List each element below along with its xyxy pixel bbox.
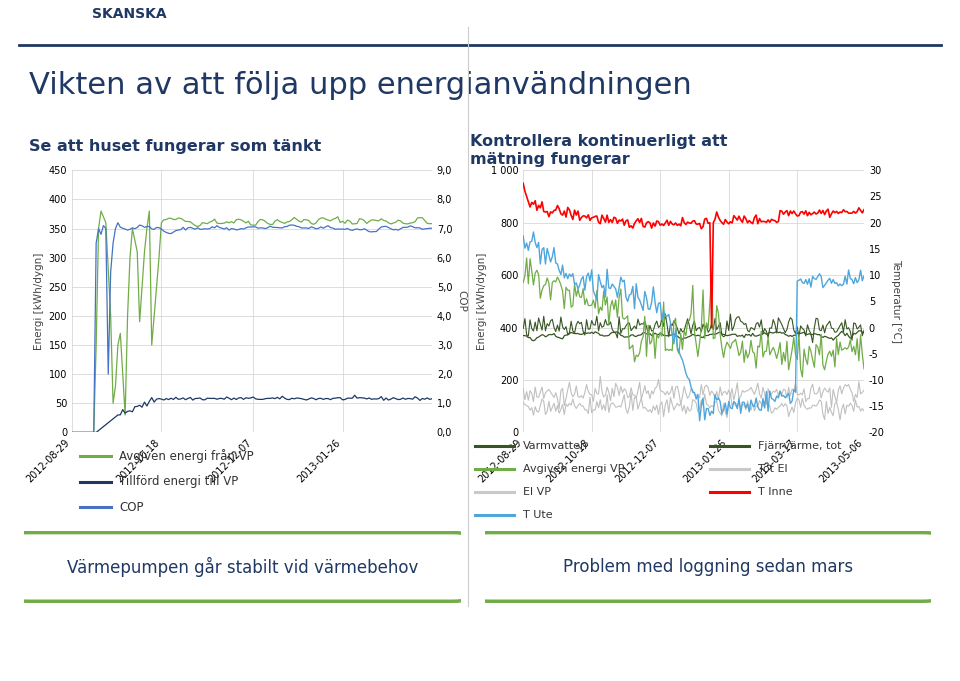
Text: Värmepumpen går stabilt vid värmebehov: Värmepumpen går stabilt vid värmebehov bbox=[66, 557, 419, 577]
Text: Publik information: Publik information bbox=[411, 637, 549, 653]
FancyBboxPatch shape bbox=[15, 533, 466, 601]
Text: Kontrollera kontinuerligt att
mätning fungerar: Kontrollera kontinuerligt att mätning fu… bbox=[470, 133, 728, 168]
Text: T Ute: T Ute bbox=[523, 510, 553, 520]
Text: El VP: El VP bbox=[523, 487, 551, 497]
Y-axis label: COP: COP bbox=[456, 290, 467, 313]
Text: SKANSKA: SKANSKA bbox=[92, 7, 167, 21]
Text: Fjärrvärme, tot: Fjärrvärme, tot bbox=[758, 441, 842, 451]
Text: Vikten av att följa upp energianvändningen: Vikten av att följa upp energianvändning… bbox=[29, 71, 691, 99]
Text: Problem med loggning sedan mars: Problem med loggning sedan mars bbox=[563, 558, 853, 576]
Text: Tot El: Tot El bbox=[758, 464, 788, 474]
Text: COP: COP bbox=[119, 501, 144, 513]
Text: Tillförd energi till VP: Tillförd energi till VP bbox=[119, 475, 238, 488]
FancyBboxPatch shape bbox=[476, 533, 936, 601]
Text: Avgiven energi VP: Avgiven energi VP bbox=[523, 464, 625, 474]
Text: Varmvatten: Varmvatten bbox=[523, 441, 588, 451]
Y-axis label: Energi [kWh/dygn]: Energi [kWh/dygn] bbox=[476, 253, 487, 350]
Y-axis label: Temperatur [°C]: Temperatur [°C] bbox=[892, 259, 901, 343]
Y-axis label: Energi [kWh/dygn]: Energi [kWh/dygn] bbox=[35, 253, 44, 350]
Text: Avgiven energi från VP: Avgiven energi från VP bbox=[119, 449, 253, 463]
Text: T Inne: T Inne bbox=[758, 487, 793, 497]
Text: Se att huset fungerar som tänkt: Se att huset fungerar som tänkt bbox=[29, 139, 321, 154]
